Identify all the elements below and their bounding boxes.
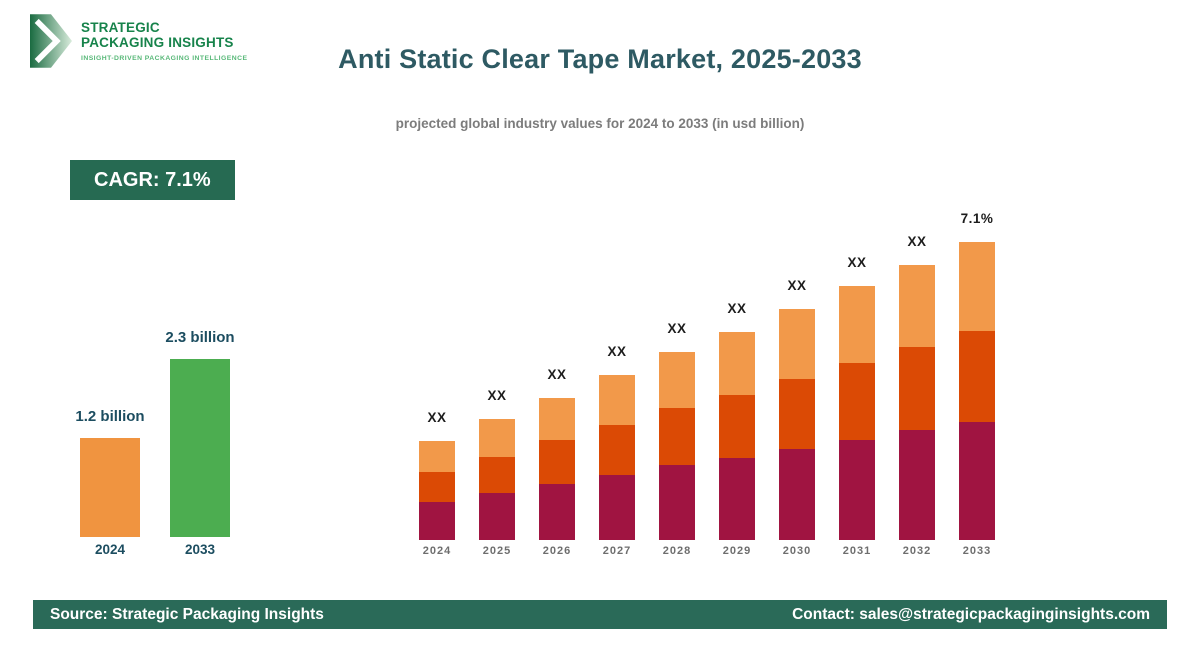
bar-top-label: 7.1%: [960, 211, 994, 226]
bar-year-label: 2031: [842, 545, 872, 557]
segment-top: [539, 398, 575, 440]
mini-bar-column: 1.2 billion 2024: [75, 408, 144, 557]
bar: [170, 359, 230, 537]
bar-top-label: XX: [847, 255, 867, 270]
segment-top: [599, 375, 635, 425]
stacked-bar-column: XX 2024: [419, 410, 455, 557]
segment-middle: [719, 395, 755, 458]
bar-year-label: 2027: [602, 545, 632, 557]
bar: [80, 438, 140, 537]
segment-bottom: [839, 440, 875, 540]
bar-year-label: 2030: [782, 545, 812, 557]
logo-line2: PACKAGING INSIGHTS: [81, 35, 234, 51]
bar-year-label: 2033: [962, 545, 992, 557]
segment-top: [719, 332, 755, 395]
mini-bar-column: 2.3 billion 2033: [165, 329, 234, 557]
segment-middle: [899, 347, 935, 430]
segment-middle: [419, 472, 455, 502]
page-title: Anti Static Clear Tape Market, 2025-2033: [338, 44, 862, 74]
stacked-bar-chart: XX 2024 XX 2025 XX 2026 XX 2027 XX 2028 XX 2029 XX 20…: [419, 211, 995, 557]
contact-text: Contact: sales@strategicpackaginginsight…: [792, 605, 1150, 623]
segment-bottom: [659, 465, 695, 540]
bar-year-label: 2028: [662, 545, 692, 557]
bar-year-label: 2026: [542, 545, 572, 557]
stacked-bar-column: XX 2025: [479, 388, 515, 557]
bar-top-label: XX: [667, 321, 687, 336]
bar-year-label: 2025: [482, 545, 512, 557]
segment-bottom: [419, 502, 455, 540]
stacked-bar-column: XX 2030: [779, 278, 815, 557]
segment-top: [899, 265, 935, 347]
segment-top: [839, 286, 875, 363]
bar-year-label: 2024: [422, 545, 452, 557]
logo-tagline: INSIGHT-DRIVEN PACKAGING INTELLIGENCE: [81, 55, 248, 63]
stacked-bar-column: XX 2026: [539, 367, 575, 557]
bar-value-label: 2.3 billion: [165, 329, 235, 346]
segment-top: [959, 242, 995, 331]
bar-top-label: XX: [907, 234, 927, 249]
bar-top-label: XX: [787, 278, 807, 293]
segment-bottom: [599, 475, 635, 540]
stacked-bar-column: XX 2029: [719, 301, 755, 557]
logo-line1: STRATEGIC: [81, 20, 160, 35]
segment-bottom: [479, 493, 515, 540]
segment-middle: [479, 457, 515, 493]
segment-bottom: [719, 458, 755, 540]
segment-bottom: [959, 422, 995, 540]
segment-bottom: [539, 484, 575, 540]
segment-top: [659, 352, 695, 408]
bar-year-label: 2029: [722, 545, 752, 557]
stacked-bar-column: XX 2032: [899, 234, 935, 557]
segment-middle: [539, 440, 575, 484]
bar-value-label: 1.2 billion: [75, 408, 145, 425]
segment-top: [779, 309, 815, 379]
stacked-bar-column: XX 2031: [839, 255, 875, 557]
segment-middle: [779, 379, 815, 449]
segment-top: [479, 419, 515, 457]
segment-top: [419, 441, 455, 472]
source-text: Source: Strategic Packaging Insights: [50, 605, 324, 623]
bar-top-label: XX: [487, 388, 507, 403]
logo-chevron-icon: [30, 14, 72, 68]
page-subtitle: projected global industry values for 202…: [395, 116, 805, 131]
bar-year-label: 2032: [902, 545, 932, 557]
footer-bar: Source: Strategic Packaging Insights Con…: [33, 600, 1167, 629]
segment-middle: [839, 363, 875, 440]
bar-top-label: XX: [427, 410, 447, 425]
segment-middle: [959, 331, 995, 422]
growth-comparison-chart: 1.2 billion 2024 2.3 billion 2033: [75, 329, 234, 557]
bar-year-label: 2024: [94, 542, 126, 557]
logo: STRATEGIC PACKAGING INSIGHTS INSIGHT-DRI…: [30, 13, 247, 69]
segment-bottom: [899, 430, 935, 540]
segment-bottom: [779, 449, 815, 540]
bar-top-label: XX: [607, 344, 627, 359]
stacked-bar-column: 7.1% 2033: [959, 211, 995, 557]
segment-middle: [659, 408, 695, 465]
cagr-badge: CAGR: 7.1%: [70, 160, 235, 200]
stacked-bar-column: XX 2028: [659, 321, 695, 557]
logo-text: STRATEGIC PACKAGING INSIGHTS INSIGHT-DRI…: [81, 13, 247, 62]
stacked-bar-column: XX 2027: [599, 344, 635, 557]
bar-top-label: XX: [727, 301, 747, 316]
segment-middle: [599, 425, 635, 475]
bar-top-label: XX: [547, 367, 567, 382]
bar-year-label: 2033: [184, 542, 216, 557]
